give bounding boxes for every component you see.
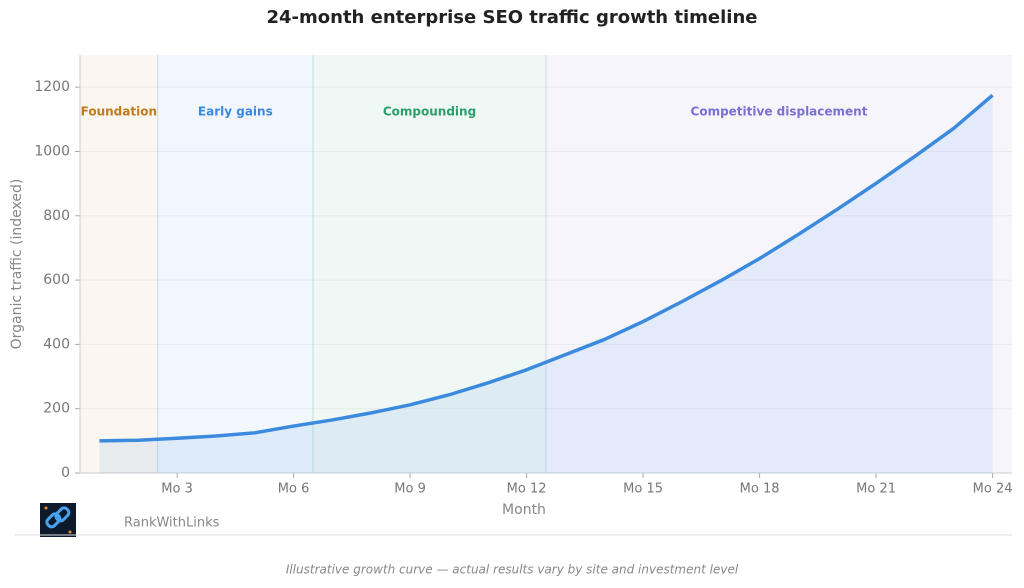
x-tick-label: Mo 3 (161, 482, 193, 497)
phase-label: Foundation (81, 105, 157, 119)
y-tick-label: 1200 (34, 79, 70, 95)
y-tick-label: 400 (43, 336, 70, 352)
y-tick-label: 200 (43, 401, 70, 417)
y-tick-label: 1000 (34, 143, 70, 159)
x-tick-label: Mo 24 (973, 482, 1013, 497)
x-tick-label: Mo 9 (394, 482, 426, 497)
chart-title: 24-month enterprise SEO traffic growth t… (267, 7, 758, 28)
caption: Illustrative growth curve — actual resul… (286, 563, 739, 577)
logo (40, 503, 76, 537)
phase-label: Competitive displacement (691, 105, 868, 119)
line (99, 93, 994, 443)
area (99, 95, 993, 473)
x-axis-label: Month (502, 502, 546, 518)
phase-band (80, 55, 158, 473)
y-tick-label: 800 (43, 208, 70, 224)
x-tick-label: Mo 18 (740, 482, 780, 497)
y-axis-label: Organic traffic (indexed) (9, 179, 25, 350)
phase-band (313, 55, 546, 473)
x-tick-label: Mo 6 (278, 482, 310, 497)
phase-band (157, 55, 313, 473)
x-tick-label: Mo 21 (856, 482, 896, 497)
brand: RankWithLinks (124, 516, 220, 531)
y-tick-label: 600 (43, 272, 70, 288)
phase-label: Compounding (383, 105, 476, 119)
y-tick-label: 0 (61, 465, 70, 481)
x-tick-label: Mo 15 (623, 482, 663, 497)
phase-label: Early gains (198, 105, 273, 119)
logo-icon (45, 506, 71, 529)
phase-band (546, 55, 1012, 473)
x-tick-label: Mo 12 (507, 482, 547, 497)
